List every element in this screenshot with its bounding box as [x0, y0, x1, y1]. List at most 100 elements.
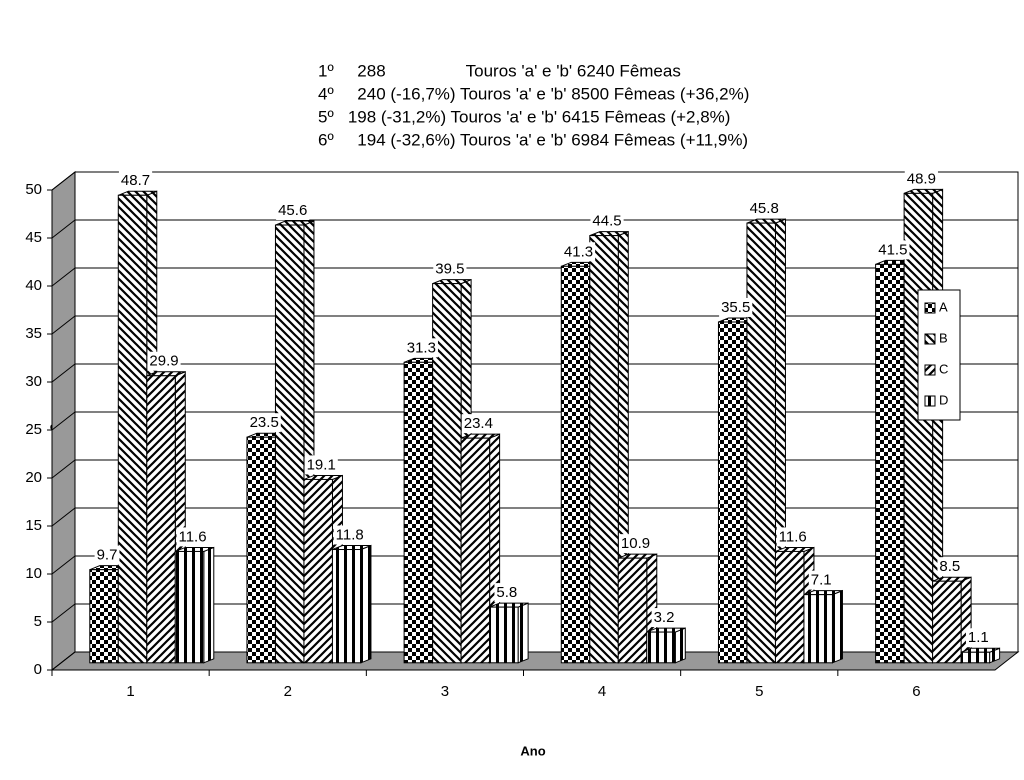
- value-label-bg: [461, 414, 495, 434]
- legend-swatch: [924, 395, 936, 407]
- value-label-group: 19.1: [304, 455, 338, 475]
- bar: [403, 361, 434, 664]
- y-tick-label: 10: [25, 565, 42, 582]
- value-label-group: 8.5: [937, 557, 963, 577]
- bar: [932, 580, 962, 664]
- bar: [746, 222, 776, 664]
- value-label-bg: [433, 259, 467, 279]
- value-label-bg: [247, 413, 281, 433]
- bar-side: [203, 546, 215, 664]
- bar-side: [674, 627, 686, 664]
- value-label-bg: [561, 242, 596, 262]
- chart-title: 5º 198 (-31,2%) Touros 'a' e 'b' 6415 Fê…: [318, 107, 730, 126]
- value-label: 7.1: [811, 572, 832, 589]
- bar: [617, 557, 648, 664]
- value-label-group: 39.5: [433, 259, 467, 279]
- value-label-bg: [118, 171, 153, 191]
- chart-title: 4º 240 (-16,7%) Touros 'a' e 'b' 8500 Fê…: [318, 84, 749, 103]
- y-tick-label: 5: [34, 613, 42, 630]
- value-label-bg: [808, 570, 834, 590]
- grid-line: [51, 651, 76, 671]
- y-tick-label: 50: [25, 181, 42, 198]
- value-label: 29.9: [149, 353, 178, 370]
- y-tick-label: 30: [25, 373, 42, 390]
- bar: [875, 263, 905, 664]
- x-tick-label: 3: [441, 683, 449, 700]
- value-label-group: 9.7: [94, 545, 120, 565]
- value-label: 1.1: [968, 629, 989, 646]
- value-label: 23.5: [250, 414, 279, 431]
- value-label-bg: [937, 557, 963, 577]
- value-label-group: 11.8: [333, 525, 366, 545]
- x-axis-label: Ano: [520, 743, 545, 758]
- legend-swatch: [924, 302, 936, 314]
- bar: [246, 436, 276, 664]
- chart-title: 1º 288 Touros 'a' e 'b' 6240 Fêmeas: [318, 61, 681, 80]
- bar: [489, 606, 519, 664]
- value-label-bg: [876, 240, 910, 260]
- grid-line: [51, 603, 76, 623]
- y-tick-label: 35: [25, 325, 42, 342]
- bar: [331, 549, 362, 664]
- value-label-bg: [904, 169, 938, 189]
- bar-side: [517, 602, 529, 664]
- y-tick-label: 15: [25, 517, 42, 534]
- value-label-bg: [776, 527, 809, 547]
- y-tick-label: 45: [25, 229, 42, 246]
- value-label-bg: [719, 297, 753, 317]
- bar: [717, 321, 748, 664]
- bar: [589, 235, 619, 664]
- value-label-group: 48.7: [118, 171, 153, 191]
- value-label: 5.8: [496, 584, 517, 601]
- bar: [89, 569, 119, 664]
- value-label-group: 35.5: [719, 297, 753, 317]
- value-label: 41.3: [564, 243, 593, 260]
- value-label-bg: [276, 201, 310, 221]
- x-tick-label: 5: [755, 683, 763, 700]
- value-label: 44.5: [592, 213, 621, 230]
- value-label-bg: [94, 545, 120, 565]
- value-label: 39.5: [435, 261, 464, 278]
- legend-label: D: [939, 392, 948, 407]
- value-label-group: 44.5: [590, 211, 624, 231]
- y-tick-label: 40: [25, 277, 42, 294]
- value-label: 11.6: [779, 528, 807, 545]
- value-label: 8.5: [939, 558, 960, 575]
- value-label-bg: [747, 199, 781, 219]
- value-label-bg: [618, 534, 653, 554]
- grid-line: [51, 219, 76, 239]
- value-label-group: 45.6: [276, 201, 310, 221]
- grid-line: [51, 315, 76, 335]
- bar: [560, 265, 591, 664]
- grid-line: [51, 459, 76, 479]
- value-label: 31.3: [407, 339, 436, 356]
- value-label-group: 11.6: [176, 527, 209, 547]
- value-label-bg: [651, 608, 677, 628]
- value-label: 35.5: [721, 299, 750, 316]
- value-label-group: 45.8: [747, 199, 781, 219]
- value-label-bg: [333, 525, 366, 545]
- x-tick-label: 4: [598, 683, 606, 700]
- value-label: 23.4: [464, 415, 493, 432]
- bar: [274, 224, 305, 664]
- value-label-bg: [494, 583, 520, 603]
- value-label: 10.9: [621, 535, 650, 552]
- value-label-group: 31.3: [404, 338, 438, 358]
- value-label-bg: [404, 338, 438, 358]
- y-tick-label: 20: [25, 469, 42, 486]
- bar-side: [360, 544, 372, 664]
- value-label-group: 1.1: [965, 628, 991, 648]
- value-label-group: 11.6: [776, 527, 809, 547]
- value-label-group: 10.9: [618, 534, 653, 554]
- value-label: 11.6: [178, 528, 206, 545]
- value-label: 11.8: [336, 526, 364, 543]
- value-label: 19.1: [307, 456, 336, 473]
- legend-label: B: [939, 330, 948, 345]
- legend-swatch: [924, 364, 936, 376]
- y-tick-label: 0: [34, 661, 42, 678]
- value-label: 9.7: [97, 547, 118, 564]
- x-tick-label: 2: [284, 683, 292, 700]
- value-label-bg: [590, 211, 624, 231]
- value-label-group: 23.4: [461, 414, 495, 434]
